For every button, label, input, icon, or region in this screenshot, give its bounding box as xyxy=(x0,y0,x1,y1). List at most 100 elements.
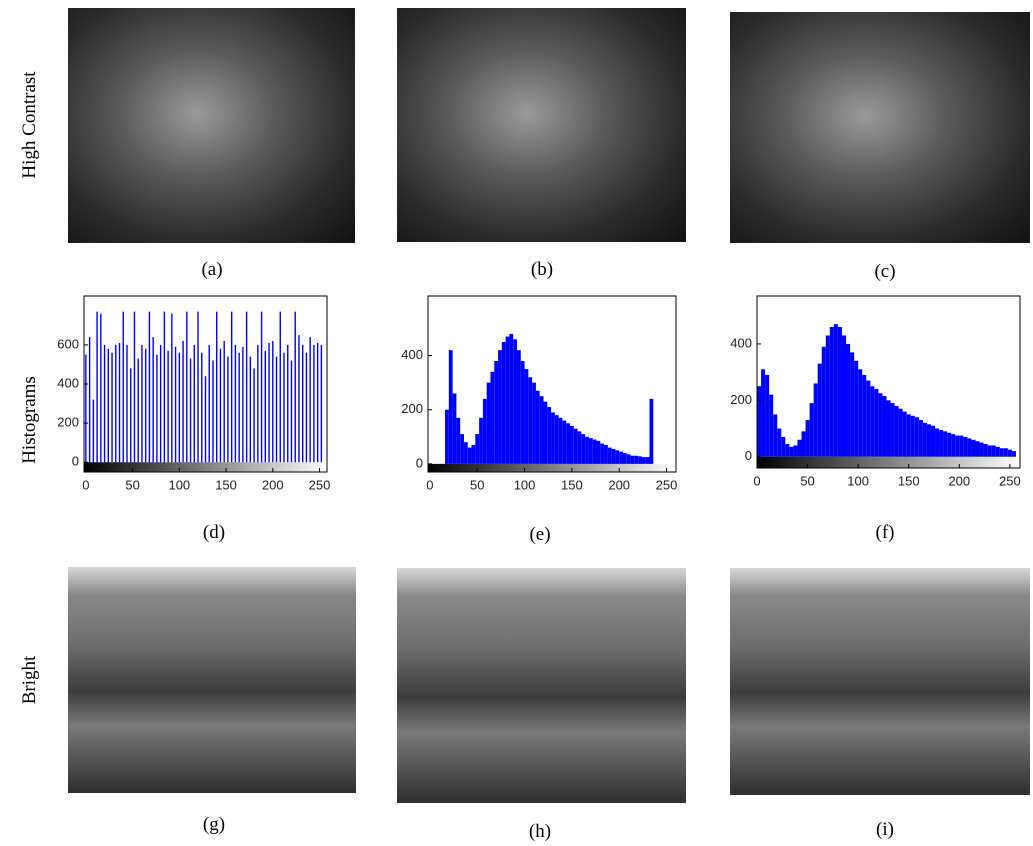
bar xyxy=(178,352,181,463)
bar xyxy=(987,445,992,457)
bar xyxy=(566,423,570,464)
bar xyxy=(821,346,826,457)
colorbar xyxy=(84,462,327,472)
bar xyxy=(607,447,612,464)
bar xyxy=(955,435,960,457)
caption: (g) xyxy=(202,814,226,835)
bar xyxy=(870,386,875,457)
bar xyxy=(141,344,143,463)
bar xyxy=(619,451,623,464)
bar xyxy=(268,342,270,463)
bar xyxy=(186,311,188,463)
bar xyxy=(765,374,770,457)
caption: (h) xyxy=(528,821,552,842)
bar xyxy=(528,377,533,464)
bar xyxy=(107,348,109,463)
x-tick-label: 100 xyxy=(168,477,190,492)
bar xyxy=(475,434,480,464)
bar xyxy=(581,434,586,464)
bar xyxy=(573,428,578,464)
bar xyxy=(562,420,567,464)
bar xyxy=(991,445,996,457)
bar xyxy=(930,425,936,457)
y-tick-label: 200 xyxy=(57,415,79,430)
bar xyxy=(260,311,263,463)
bar xyxy=(626,454,631,464)
bar xyxy=(959,435,964,457)
bar xyxy=(171,313,173,463)
x-tick-label: 100 xyxy=(847,473,869,488)
bar xyxy=(294,311,296,463)
bar xyxy=(777,428,782,457)
y-tick-label: 0 xyxy=(416,455,423,470)
bar xyxy=(1003,448,1008,457)
bar xyxy=(456,417,461,464)
bar xyxy=(761,369,766,457)
caption: (e) xyxy=(529,524,551,545)
bar xyxy=(460,434,464,464)
bar xyxy=(275,356,278,463)
bar xyxy=(535,390,540,464)
bar xyxy=(769,394,774,457)
bar xyxy=(947,432,952,457)
bar xyxy=(238,352,240,463)
bar xyxy=(144,348,147,463)
bar xyxy=(801,431,806,457)
bar xyxy=(841,335,847,457)
bar xyxy=(501,342,506,464)
bar xyxy=(287,344,289,463)
bar xyxy=(943,431,948,457)
bar xyxy=(137,358,139,463)
bar xyxy=(163,311,166,463)
x-tick-label: 0 xyxy=(753,473,760,488)
y-tick-label: 400 xyxy=(730,335,752,350)
bar xyxy=(886,400,891,457)
bar xyxy=(309,337,311,463)
y-tick-label: 0 xyxy=(72,454,79,469)
caption: (d) xyxy=(202,522,226,543)
bar xyxy=(910,415,915,457)
bar xyxy=(846,343,851,457)
x-tick-label: 250 xyxy=(999,473,1021,488)
bar xyxy=(604,444,608,464)
y-tick-label: 200 xyxy=(401,401,423,416)
bar xyxy=(638,456,642,464)
bar xyxy=(524,369,529,464)
bar xyxy=(967,438,972,457)
bar xyxy=(874,389,879,457)
bar xyxy=(862,374,867,457)
bar xyxy=(878,393,883,457)
x-tick-label: 50 xyxy=(125,477,139,492)
image xyxy=(730,12,1030,243)
bar xyxy=(615,450,620,464)
bar xyxy=(445,409,449,464)
bar xyxy=(249,356,252,463)
bar xyxy=(471,444,476,464)
bar xyxy=(971,439,976,457)
bar xyxy=(926,424,931,457)
bar xyxy=(279,311,281,463)
bar xyxy=(111,352,113,463)
bar xyxy=(641,457,646,464)
x-tick-label: 0 xyxy=(426,477,433,492)
x-tick-label: 250 xyxy=(656,477,678,492)
bar xyxy=(152,337,154,463)
colorbar xyxy=(757,456,1020,468)
bar xyxy=(793,445,798,457)
bar xyxy=(219,348,222,463)
caption: (b) xyxy=(530,259,554,280)
image xyxy=(397,568,686,803)
bar xyxy=(490,371,495,464)
bar xyxy=(1011,451,1016,457)
bar xyxy=(298,335,300,463)
caption: (f) xyxy=(875,522,895,543)
bar xyxy=(951,434,956,457)
bar xyxy=(463,442,468,464)
plot-area xyxy=(757,324,1016,457)
bar xyxy=(773,414,778,457)
bar xyxy=(894,405,899,457)
bar xyxy=(898,408,903,457)
bar xyxy=(223,340,225,463)
bar xyxy=(130,368,132,463)
